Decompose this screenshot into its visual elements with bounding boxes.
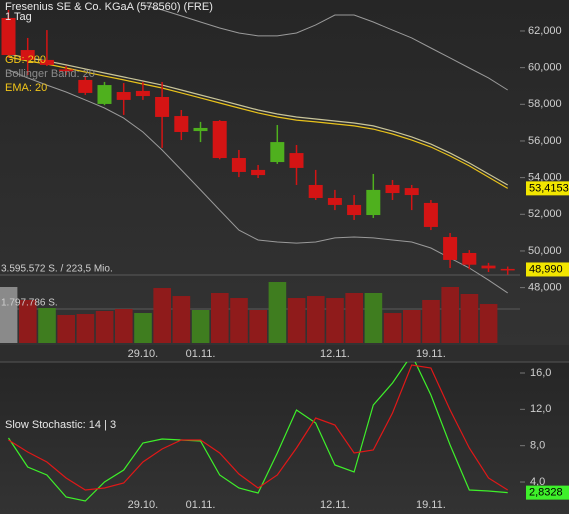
stochastic-plot: [7, 362, 509, 502]
volume-bar: [422, 299, 440, 343]
volume-bar: [345, 292, 363, 343]
x-tick-label: 19.11.: [416, 348, 446, 360]
x-tick-label: 01.11.: [186, 348, 216, 360]
volume-bar: [19, 299, 37, 343]
last-value-label: 53,4153: [529, 182, 569, 194]
y-tick-label: 54,000: [528, 172, 562, 184]
candle-body: [462, 252, 477, 265]
stochastic-label: Slow Stochastic: 14 | 3: [5, 419, 116, 431]
candle-body: [212, 120, 227, 159]
volume-bar: [441, 287, 459, 343]
volume-bar: [403, 309, 421, 343]
candle-body: [231, 158, 246, 172]
y-tick-label: 48,000: [528, 282, 562, 294]
candle-body: [174, 116, 189, 132]
y-tick-label: 50,000: [528, 245, 562, 257]
bollinger-lower: [8, 69, 508, 294]
volume-tick-label: 1.797.786 S.: [1, 298, 58, 309]
candle-body: [193, 127, 208, 132]
volume-bar: [268, 282, 287, 343]
chart-subtitle: 1 Tag: [5, 11, 32, 23]
volume-bar: [287, 298, 306, 343]
volume-tick-label: 3.595.572 S. / 223,5 Mio.: [1, 264, 113, 275]
volume-bar: [364, 292, 383, 343]
legend-entry: Bollinger Band: 20: [5, 68, 95, 80]
candle-body: [385, 184, 400, 194]
x-tick-label: 12.11.: [320, 499, 350, 511]
y-tick-label: 62,000: [528, 25, 562, 37]
last-value-box: [526, 181, 569, 196]
bollinger-upper: [142, 4, 508, 91]
candle-body: [20, 50, 35, 60]
volume-bar: [191, 309, 210, 343]
y-tick-label: 60,000: [528, 62, 562, 74]
date-strip: [0, 345, 569, 362]
candle-body: [366, 189, 381, 216]
volume-bar: [57, 314, 75, 343]
x-tick-label: 29.10.: [128, 348, 159, 360]
volume-bar: [479, 304, 498, 343]
y-tick-label: 56,000: [528, 135, 562, 147]
candle-body: [78, 79, 93, 93]
legend-entry: EMA: 20: [5, 82, 47, 94]
chart-title: Fresenius SE & Co. KGaA (578560) (FRE): [5, 1, 213, 13]
volume-bar: [326, 298, 344, 343]
legend-entry: GD: 200: [5, 54, 46, 66]
price-plot: [0, 4, 520, 343]
volume-bar: [115, 308, 133, 343]
candle-body: [327, 197, 342, 205]
volume-bar: [38, 307, 56, 343]
volume-bar: [307, 296, 325, 343]
y-tick-label: 52,000: [528, 208, 562, 220]
y-tick-label: 58,000: [528, 98, 562, 110]
candle-body: [39, 59, 54, 65]
x-tick-label: 12.11.: [320, 348, 350, 360]
volume-bar: [383, 313, 402, 343]
volume-bar: [134, 313, 152, 343]
candle-body: [481, 265, 496, 269]
volume-bar: [95, 311, 114, 343]
candle-body: [1, 17, 16, 55]
candle-body: [270, 142, 285, 163]
candle-body: [135, 90, 150, 97]
stochastic-line: [8, 364, 509, 491]
candle-body: [443, 237, 458, 260]
last-value-box: [526, 485, 569, 500]
last-value-box: [526, 262, 569, 277]
y-tick-label: 12,0: [530, 403, 551, 415]
candle-body: [423, 202, 438, 227]
volume-bar: [153, 288, 171, 343]
y-tick-label: 4,0: [530, 476, 545, 488]
candle-body: [308, 184, 323, 198]
y-tick-label: 8,0: [530, 440, 545, 452]
volume-bar: [0, 287, 18, 343]
candle-body: [404, 188, 419, 196]
candle-body: [289, 153, 304, 168]
volume-bar: [211, 292, 229, 343]
volume-bar: [230, 298, 248, 343]
volume-bar: [76, 314, 95, 343]
candle-body: [155, 96, 170, 117]
volume-bar: [460, 293, 479, 343]
x-tick-label: 19.11.: [416, 499, 446, 511]
candle-body: [116, 92, 131, 100]
candle-body: [500, 268, 515, 271]
y-tick-label: 16,0: [530, 367, 551, 379]
x-tick-label: 01.11.: [186, 499, 216, 511]
overlay-line: [8, 56, 509, 189]
stochastic-line: [7, 362, 508, 502]
candle-body: [251, 169, 266, 176]
overlay-line: [8, 53, 508, 186]
last-value-label: 48,990: [529, 263, 563, 275]
x-tick-label: 29.10.: [128, 499, 159, 511]
last-value-label: 2,8328: [529, 487, 563, 499]
candle-body: [347, 204, 362, 216]
candle-body: [97, 85, 112, 104]
volume-bar: [172, 296, 191, 343]
candle-body: [59, 69, 74, 72]
volume-bar: [249, 309, 267, 343]
